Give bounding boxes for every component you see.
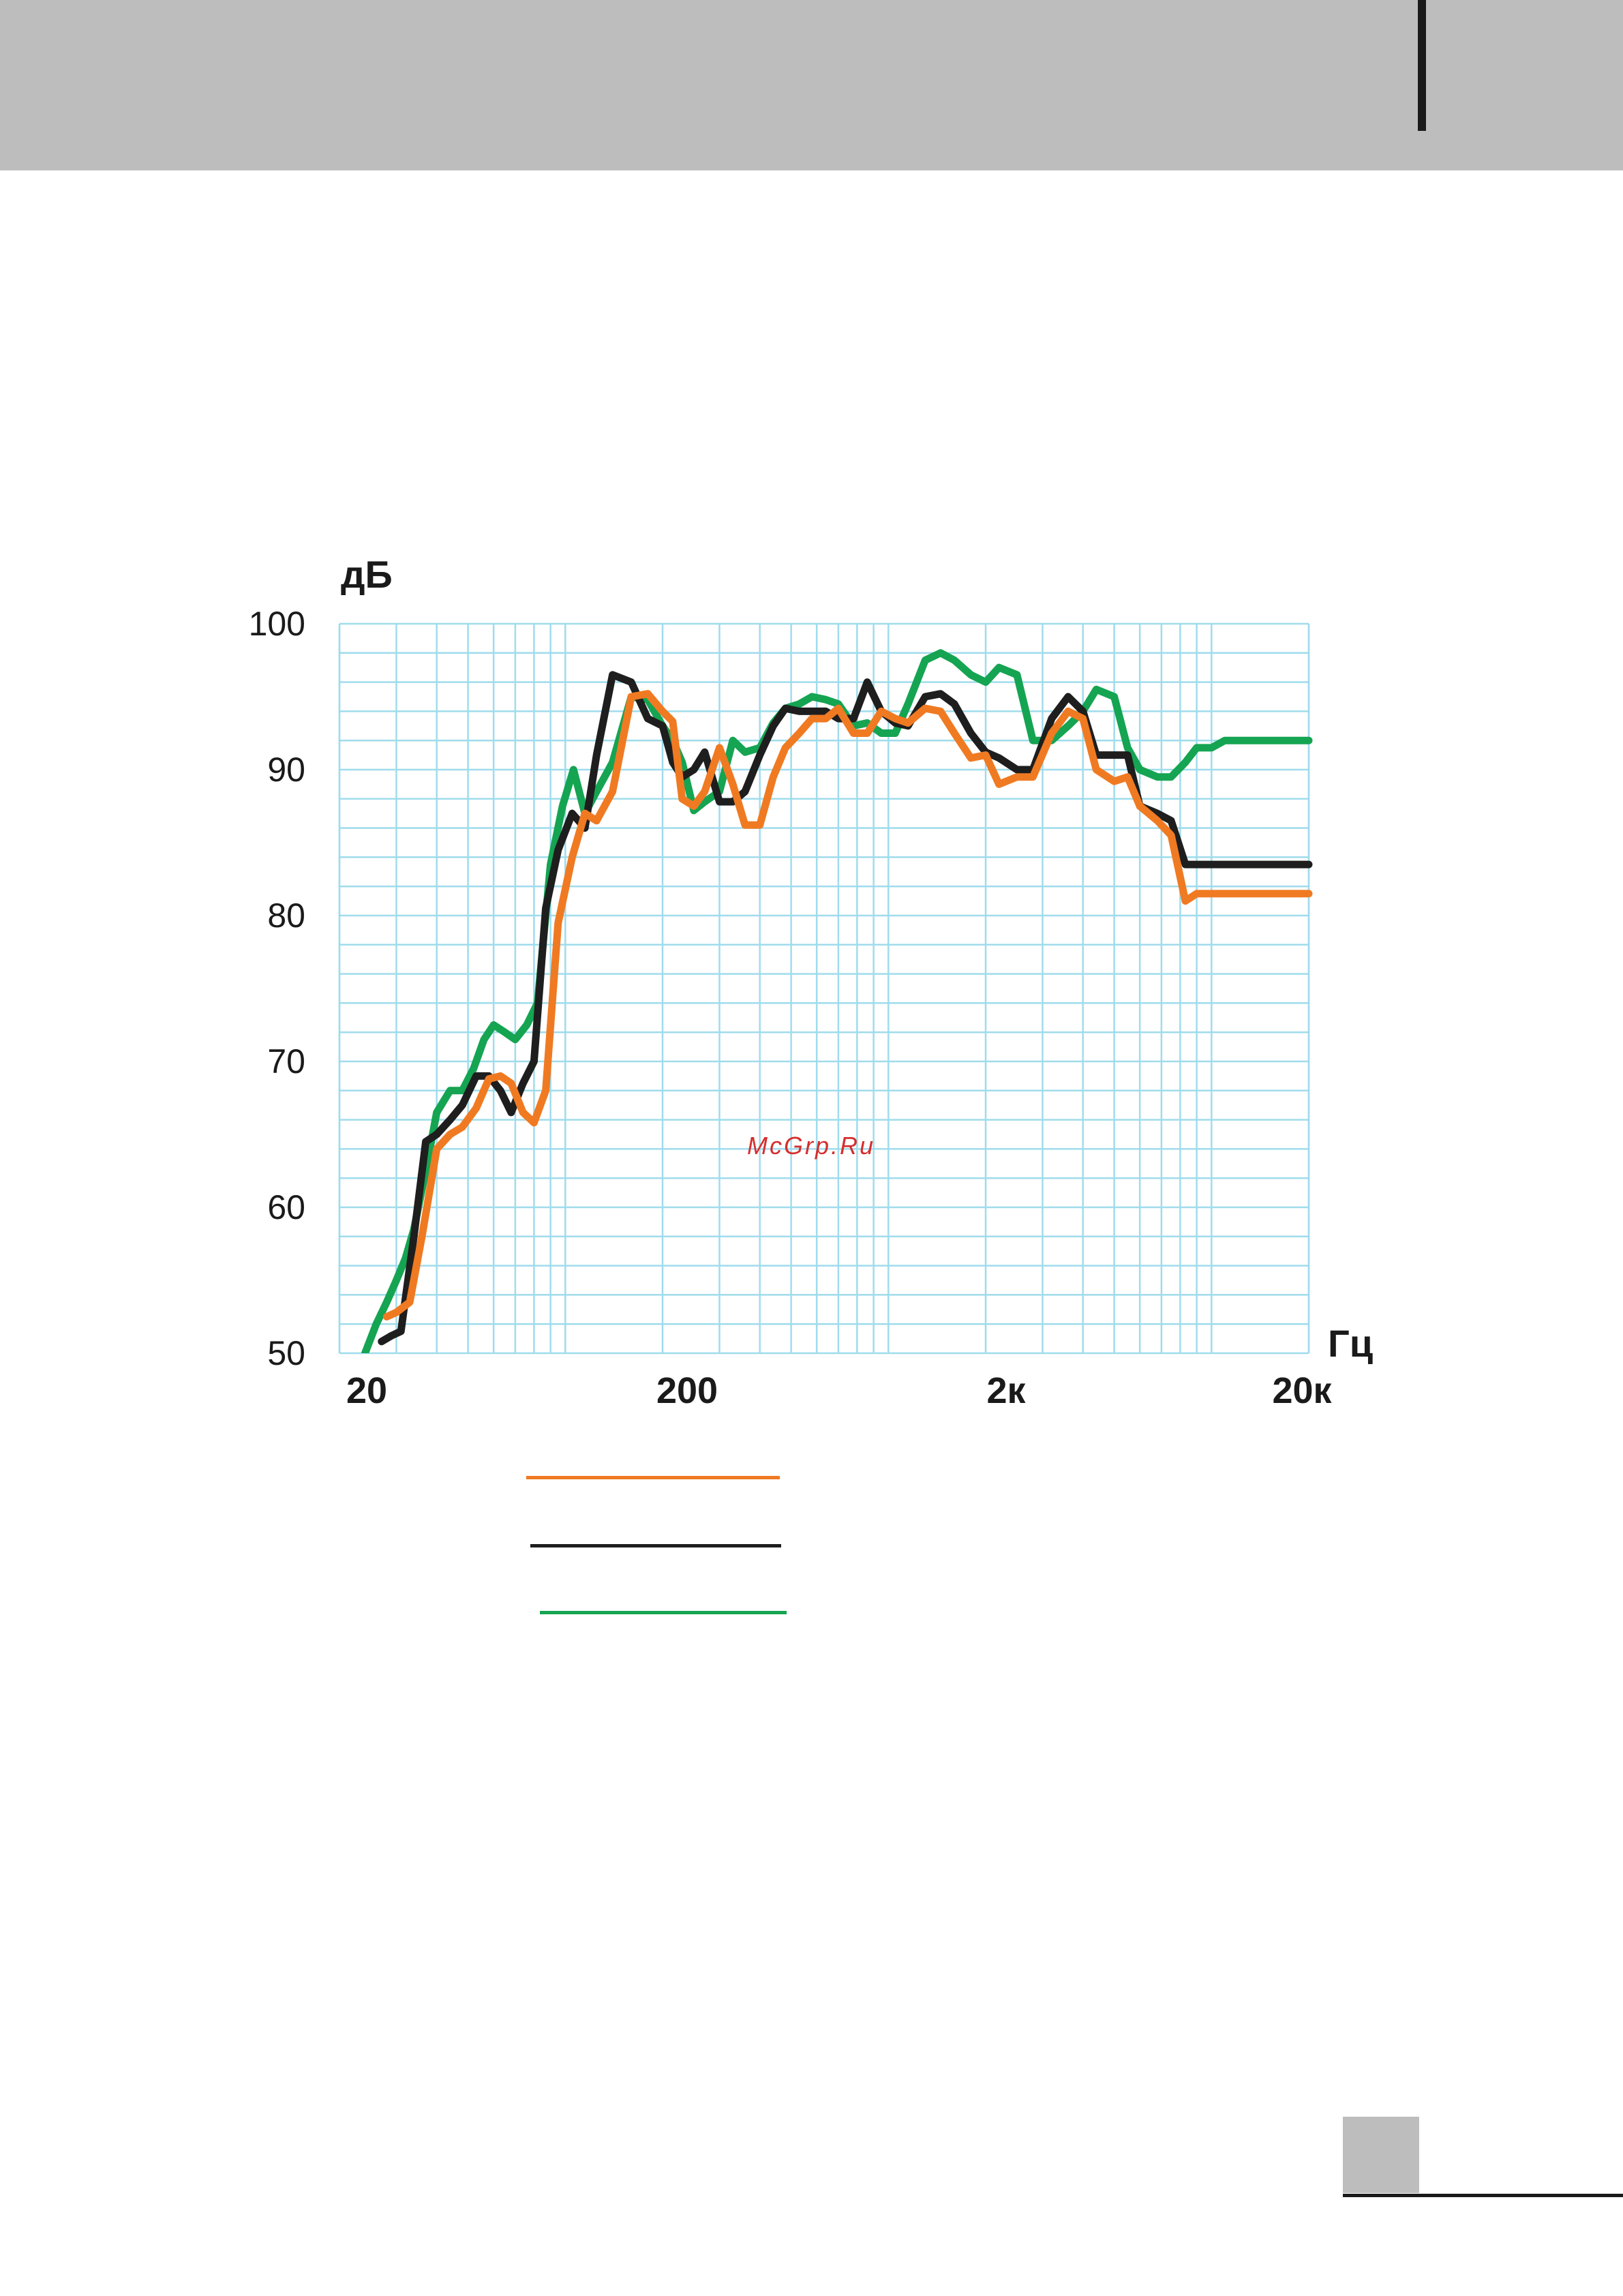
legend-line-orange (526, 1476, 780, 1479)
legend-line-black (530, 1544, 781, 1547)
frequency-response-chart: 50 60 70 80 90 100 20 200 2к 20к дБ Гц (249, 553, 1374, 1411)
x-axis-label: Гц (1328, 1322, 1373, 1365)
y-axis-label: дБ (341, 553, 393, 596)
header-marker (1418, 0, 1426, 131)
x-tick-label: 200 (656, 1370, 718, 1411)
page-number-box (1343, 2117, 1419, 2193)
header-bar (0, 0, 1623, 170)
watermark: McGrp.Ru (747, 1132, 876, 1160)
footer-rule (1343, 2194, 1623, 2197)
x-tick-label: 20 (346, 1370, 387, 1411)
y-tick-label: 90 (267, 751, 305, 789)
y-tick-label: 70 (267, 1042, 305, 1081)
y-tick-label: 60 (267, 1188, 305, 1226)
x-tick-label: 2к (986, 1370, 1026, 1411)
y-tick-label: 50 (267, 1334, 305, 1372)
series-line-orange (382, 690, 1313, 1320)
legend-line-green (540, 1611, 787, 1614)
x-tick-label: 20к (1272, 1370, 1332, 1411)
y-tick-label: 80 (267, 896, 305, 935)
y-tick-label: 100 (249, 605, 305, 643)
